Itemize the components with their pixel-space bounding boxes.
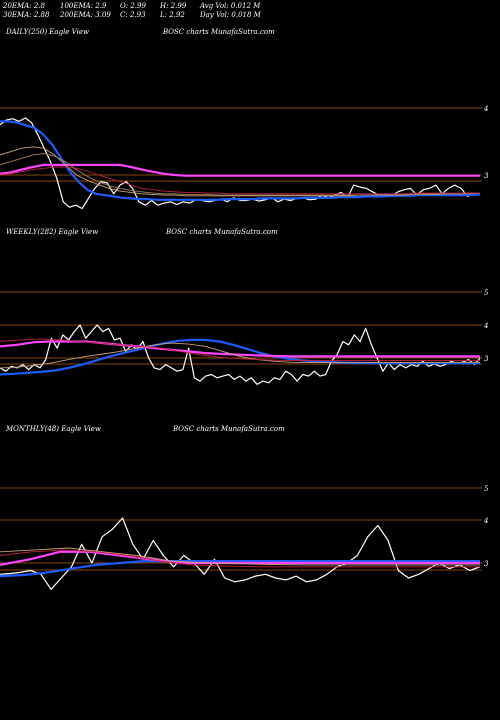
monthly-panel-title: MONTHLY(48) Eagle View [6, 425, 101, 433]
monthly-ytick-label: 4 [483, 517, 488, 525]
daily-ema-magenta-line [0, 163, 480, 177]
monthly-ema-tan-line [0, 547, 480, 566]
weekly-price-line [0, 324, 481, 385]
daily-panel-source: BOSC charts MunafaSutra.com [163, 28, 275, 36]
monthly-ema-red-line [0, 549, 480, 568]
weekly-ema-red-line [0, 338, 480, 362]
header-close: C: 2.93 [120, 11, 146, 19]
daily-panel-title: DAILY(250) Eagle View [6, 28, 89, 36]
weekly-panel-source: BOSC charts MunafaSutra.com [166, 228, 278, 236]
daily-ema-tan-1-line [0, 146, 481, 197]
weekly-ema-magenta-line [0, 340, 480, 358]
daily-ytick-label: 3 [484, 172, 489, 180]
header-avg-vol: Avg Vol: 0.012 M [200, 2, 261, 10]
weekly-ema-tan-line [0, 342, 480, 369]
daily-ema-tan-2-line [0, 153, 480, 196]
daily-ema-red-line [0, 166, 480, 195]
header-low: L: 2.92 [160, 11, 185, 19]
weekly-ytick-label: 3 [484, 355, 489, 363]
daily-price-line [0, 117, 481, 210]
weekly-panel-title: WEEKLY(282) Eagle View [6, 228, 99, 236]
monthly-ema-blue-line [0, 559, 480, 578]
weekly-ytick-label: 4 [483, 322, 488, 330]
header-ema20: 20EMA: 2.8 [3, 2, 45, 10]
header-open: O: 2.99 [120, 2, 146, 10]
monthly-ytick-label: 3 [484, 560, 489, 568]
header-ema100: 100EMA: 2.9 [60, 2, 107, 10]
weekly-ema-blue-line [0, 338, 480, 376]
monthly-ema-magenta-line [0, 550, 480, 566]
header-high: H: 2.99 [160, 2, 187, 10]
daily-ema-blue-line [0, 120, 481, 201]
monthly-ytick-label: 5 [484, 485, 489, 493]
daily-ytick-label: 4 [483, 105, 488, 113]
header-day-vol: Day Vol: 0.018 M [200, 11, 261, 19]
monthly-panel-source: BOSC charts MunafaSutra.com [173, 425, 285, 433]
weekly-ytick-label: 5 [484, 289, 489, 297]
monthly-price-line [0, 517, 481, 590]
header-ema30: 30EMA: 2.88 [3, 11, 50, 19]
header-ema200: 200EMA: 3.09 [60, 11, 111, 19]
